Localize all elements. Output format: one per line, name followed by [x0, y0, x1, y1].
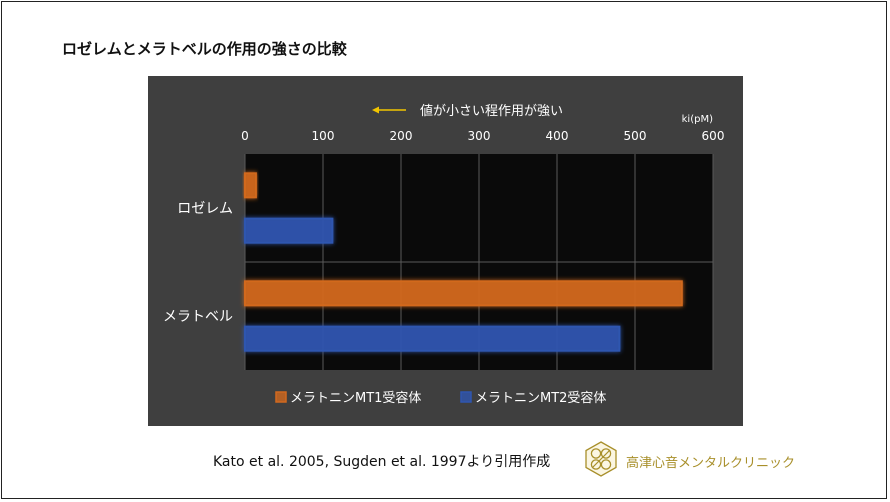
- x-tick-label: 600: [702, 129, 725, 143]
- annotation-text: 値が小さい程作用が強い: [420, 103, 563, 119]
- x-axis-unit-label: ki(pM): [682, 114, 713, 125]
- category-label: ロゼレム: [177, 201, 233, 217]
- clinic-name: 高津心音メンタルクリニック: [626, 456, 796, 471]
- bar-mt1: [244, 280, 683, 307]
- legend-swatch: [275, 391, 287, 403]
- clover-logo-icon: [585, 441, 617, 477]
- legend-swatch: [460, 391, 472, 403]
- annotation-arrowhead-icon: [372, 106, 379, 114]
- slide-title: ロゼレムとメラトベルの作用の強さの比較: [62, 40, 347, 58]
- x-tick-label: 200: [390, 129, 413, 143]
- x-tick-label: 0: [241, 129, 249, 143]
- bar-mt2: [244, 217, 334, 244]
- legend-label: メラトニンMT1受容体: [290, 390, 421, 406]
- bar-mt2: [244, 325, 621, 352]
- x-tick-label: 100: [312, 129, 335, 143]
- bar-mt1: [244, 172, 257, 199]
- x-tick-label: 300: [468, 129, 491, 143]
- citation-text: Kato et al. 2005, Sugden et al. 1997より引用…: [213, 454, 551, 470]
- x-tick-label: 400: [546, 129, 569, 143]
- x-tick-label: 500: [624, 129, 647, 143]
- chart-panel: 0 100 200 300 400 500 600 ロゼレムメラトベル ki(pM) 値が小…: [148, 76, 743, 426]
- legend-label: メラトニンMT2受容体: [475, 390, 606, 406]
- category-label: メラトベル: [163, 309, 233, 325]
